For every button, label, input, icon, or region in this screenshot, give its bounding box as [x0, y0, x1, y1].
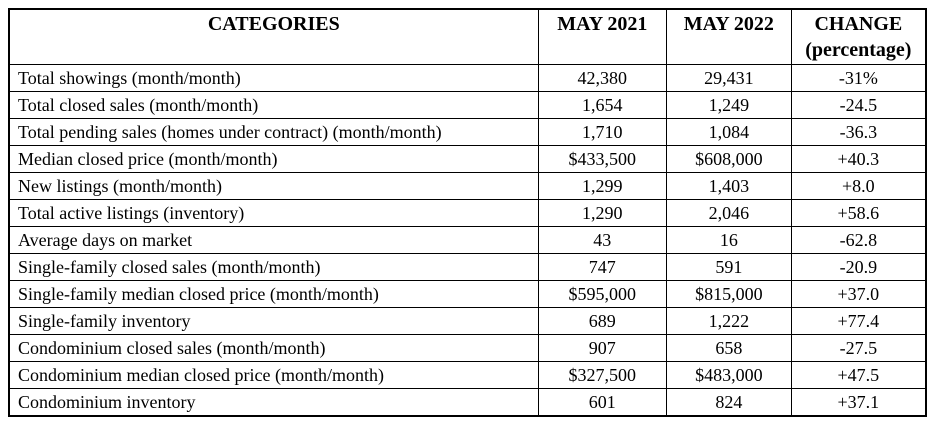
header-change-unit: (percentage)	[805, 39, 912, 61]
may-2021-value-cell: 601	[537, 388, 667, 417]
change-value-cell: +40.3	[790, 145, 927, 173]
change-value-cell: +37.0	[790, 280, 927, 308]
category-cell: Single-family closed sales (month/month)	[8, 253, 539, 281]
header-may-2022: MAY 2022	[665, 8, 792, 65]
may-2022-value-cell: $608,000	[665, 145, 792, 173]
market-stats-table: CATEGORIES MAY 2021 MAY 2022 CHANGE (per…	[8, 8, 927, 417]
table-row: Median closed price (month/month) $433,5…	[8, 145, 927, 173]
category-cell: Single-family median closed price (month…	[8, 280, 539, 308]
may-2021-value-cell: 43	[537, 226, 667, 254]
may-2021-value-cell: 1,290	[537, 199, 667, 227]
may-2021-value-cell: 689	[537, 307, 667, 335]
table-row: Condominium inventory 601 824 +37.1	[8, 388, 927, 417]
change-value-cell: +77.4	[790, 307, 927, 335]
category-cell: New listings (month/month)	[8, 172, 539, 200]
table-row: Total closed sales (month/month) 1,654 1…	[8, 91, 927, 119]
may-2022-value-cell: 29,431	[665, 64, 792, 92]
header-change: CHANGE (percentage)	[790, 8, 927, 65]
category-cell: Condominium closed sales (month/month)	[8, 334, 539, 362]
header-categories: CATEGORIES	[8, 8, 539, 65]
may-2022-value-cell: 1,403	[665, 172, 792, 200]
may-2022-value-cell: 824	[665, 388, 792, 417]
table-row: Condominium closed sales (month/month) 9…	[8, 334, 927, 362]
change-value-cell: -36.3	[790, 118, 927, 146]
may-2022-value-cell: 1,084	[665, 118, 792, 146]
change-value-cell: +47.5	[790, 361, 927, 389]
may-2022-value-cell: 591	[665, 253, 792, 281]
change-value-cell: -31%	[790, 64, 927, 92]
header-change-label: CHANGE	[814, 13, 903, 35]
table-row: Average days on market 43 16 -62.8	[8, 226, 927, 254]
category-cell: Total active listings (inventory)	[8, 199, 539, 227]
may-2021-value-cell: $433,500	[537, 145, 667, 173]
may-2021-value-cell: $327,500	[537, 361, 667, 389]
category-cell: Condominium median closed price (month/m…	[8, 361, 539, 389]
table-row: Total showings (month/month) 42,380 29,4…	[8, 64, 927, 92]
category-cell: Total showings (month/month)	[8, 64, 539, 92]
may-2022-value-cell: $815,000	[665, 280, 792, 308]
table-row: Total pending sales (homes under contrac…	[8, 118, 927, 146]
may-2022-value-cell: 2,046	[665, 199, 792, 227]
may-2021-value-cell: $595,000	[537, 280, 667, 308]
change-value-cell: -27.5	[790, 334, 927, 362]
category-cell: Total pending sales (homes under contrac…	[8, 118, 539, 146]
table-row: Total active listings (inventory) 1,290 …	[8, 199, 927, 227]
change-value-cell: +8.0	[790, 172, 927, 200]
header-row: CATEGORIES MAY 2021 MAY 2022 CHANGE (per…	[8, 8, 927, 65]
table-row: Condominium median closed price (month/m…	[8, 361, 927, 389]
table-row: Single-family median closed price (month…	[8, 280, 927, 308]
may-2021-value-cell: 42,380	[537, 64, 667, 92]
may-2022-value-cell: 1,249	[665, 91, 792, 119]
category-cell: Median closed price (month/month)	[8, 145, 539, 173]
may-2021-value-cell: 747	[537, 253, 667, 281]
change-value-cell: -20.9	[790, 253, 927, 281]
category-cell: Condominium inventory	[8, 388, 539, 417]
change-value-cell: +37.1	[790, 388, 927, 417]
category-cell: Single-family inventory	[8, 307, 539, 335]
change-value-cell: -62.8	[790, 226, 927, 254]
category-cell: Average days on market	[8, 226, 539, 254]
header-may-2021: MAY 2021	[537, 8, 667, 65]
may-2021-value-cell: 1,654	[537, 91, 667, 119]
may-2022-value-cell: 1,222	[665, 307, 792, 335]
may-2021-value-cell: 907	[537, 334, 667, 362]
may-2022-value-cell: $483,000	[665, 361, 792, 389]
table-row: Single-family closed sales (month/month)…	[8, 253, 927, 281]
category-cell: Total closed sales (month/month)	[8, 91, 539, 119]
change-value-cell: -24.5	[790, 91, 927, 119]
may-2021-value-cell: 1,710	[537, 118, 667, 146]
change-value-cell: +58.6	[790, 199, 927, 227]
may-2022-value-cell: 658	[665, 334, 792, 362]
may-2021-value-cell: 1,299	[537, 172, 667, 200]
table-row: Single-family inventory 689 1,222 +77.4	[8, 307, 927, 335]
table-row: New listings (month/month) 1,299 1,403 +…	[8, 172, 927, 200]
may-2022-value-cell: 16	[665, 226, 792, 254]
